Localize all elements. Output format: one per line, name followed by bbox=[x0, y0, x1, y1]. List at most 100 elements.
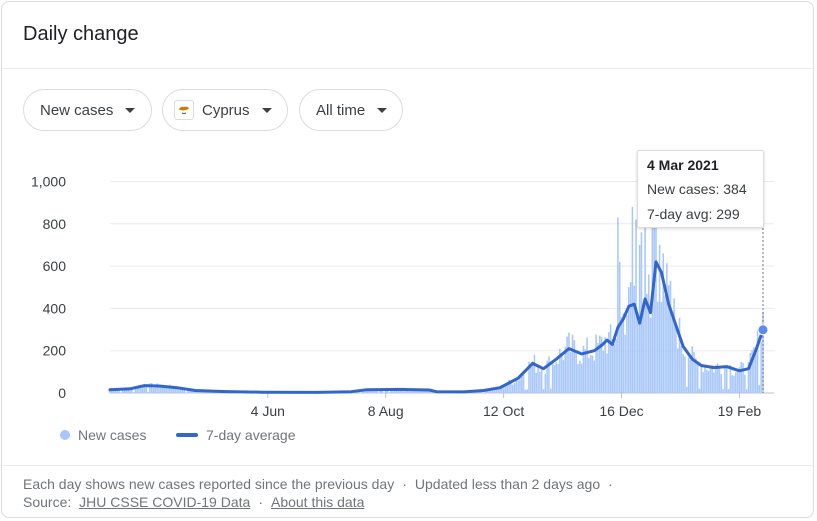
new-cases-bar bbox=[680, 345, 683, 393]
new-cases-bar bbox=[394, 389, 396, 393]
new-cases-bar bbox=[116, 389, 119, 393]
new-cases-bar bbox=[535, 372, 538, 393]
new-cases-bar bbox=[731, 375, 733, 393]
new-cases-bar bbox=[709, 365, 712, 393]
y-tick-label: 800 bbox=[43, 216, 67, 232]
new-cases-bar bbox=[588, 357, 590, 393]
x-tick-label: 4 Jun bbox=[251, 403, 285, 419]
new-cases-bar bbox=[586, 337, 588, 393]
new-cases-bar bbox=[756, 329, 759, 393]
footer-separator: · bbox=[608, 476, 613, 492]
new-cases-bar bbox=[626, 315, 628, 393]
new-cases-bar bbox=[172, 388, 175, 393]
new-cases-bar bbox=[366, 390, 369, 393]
y-tick-label: 600 bbox=[43, 258, 67, 274]
new-cases-bar bbox=[553, 365, 556, 393]
new-cases-bar bbox=[577, 363, 579, 393]
x-tick-label: 16 Dec bbox=[599, 403, 643, 419]
source-link[interactable]: JHU CSSE COVID-19 Data bbox=[79, 494, 251, 510]
line-swatch bbox=[176, 433, 198, 437]
new-cases-bar bbox=[702, 372, 704, 393]
new-cases-bar bbox=[642, 303, 645, 393]
new-cases-bar bbox=[537, 367, 539, 393]
new-cases-bar bbox=[675, 326, 677, 393]
new-cases-bar bbox=[667, 285, 670, 393]
new-cases-bar bbox=[131, 387, 133, 393]
new-cases-bar bbox=[740, 361, 742, 393]
new-cases-bar bbox=[691, 346, 694, 393]
new-cases-bar bbox=[753, 347, 755, 393]
new-cases-bar bbox=[758, 385, 761, 393]
new-cases-bar bbox=[138, 385, 140, 393]
new-cases-bar bbox=[501, 385, 503, 393]
new-cases-bar bbox=[707, 371, 710, 393]
new-cases-bar bbox=[152, 387, 155, 393]
location-dropdown-label: Cyprus bbox=[202, 101, 250, 119]
new-cases-bar bbox=[377, 392, 380, 393]
new-cases-bar bbox=[609, 324, 612, 393]
new-cases-bar bbox=[109, 389, 111, 393]
new-cases-bar bbox=[125, 389, 128, 393]
new-cases-bar bbox=[134, 387, 137, 393]
new-cases-bar bbox=[562, 360, 565, 393]
chevron-down-icon bbox=[377, 107, 388, 113]
new-cases-bar bbox=[401, 389, 403, 393]
new-cases-bar bbox=[515, 378, 518, 393]
new-cases-bar bbox=[751, 350, 753, 393]
new-cases-bar bbox=[664, 295, 666, 393]
new-cases-bar bbox=[653, 223, 655, 393]
new-cases-bar bbox=[504, 385, 507, 393]
new-cases-bar bbox=[742, 362, 744, 393]
highlight-point bbox=[757, 324, 769, 336]
new-cases-bar bbox=[178, 389, 180, 393]
new-cases-bar bbox=[580, 363, 583, 393]
new-cases-bar bbox=[693, 351, 695, 393]
new-cases-bar bbox=[150, 383, 153, 393]
new-cases-bar bbox=[384, 390, 387, 393]
new-cases-bar bbox=[736, 370, 739, 393]
header-divider bbox=[2, 68, 813, 69]
location-dropdown[interactable]: Cyprus bbox=[162, 89, 288, 131]
new-cases-bar bbox=[383, 392, 385, 393]
x-tick-label: 8 Aug bbox=[368, 403, 404, 419]
new-cases-bar bbox=[713, 372, 715, 393]
new-cases-bar bbox=[700, 365, 703, 393]
new-cases-bar bbox=[613, 344, 616, 393]
new-cases-bar bbox=[149, 383, 151, 393]
new-cases-bar bbox=[421, 389, 423, 393]
new-cases-bar bbox=[181, 388, 184, 393]
new-cases-bar bbox=[682, 354, 684, 393]
range-dropdown[interactable]: All time bbox=[299, 89, 403, 131]
new-cases-bar bbox=[161, 385, 164, 393]
new-cases-bar bbox=[745, 389, 748, 393]
new-cases-bar bbox=[145, 387, 148, 393]
new-cases-bar bbox=[491, 388, 494, 393]
new-cases-bar bbox=[403, 390, 405, 393]
metric-dropdown[interactable]: New cases bbox=[23, 89, 152, 131]
new-cases-bar bbox=[386, 389, 389, 393]
new-cases-bar bbox=[163, 385, 166, 393]
new-cases-bar bbox=[495, 386, 498, 393]
new-cases-bar bbox=[738, 367, 741, 393]
new-cases-bar bbox=[112, 390, 115, 393]
new-cases-bar bbox=[560, 353, 563, 393]
new-cases-bar bbox=[493, 389, 496, 393]
new-cases-bar bbox=[513, 383, 516, 393]
new-cases-bar bbox=[658, 244, 661, 393]
new-cases-bar bbox=[666, 263, 668, 393]
new-cases-bar bbox=[508, 379, 510, 393]
new-cases-bar bbox=[520, 373, 523, 393]
about-data-link[interactable]: About this data bbox=[270, 494, 365, 510]
legend-seven-day-average: 7-day average bbox=[176, 427, 296, 443]
new-cases-bar bbox=[624, 334, 626, 393]
new-cases-bar bbox=[167, 388, 169, 393]
new-cases-bar bbox=[486, 390, 489, 393]
new-cases-bar bbox=[615, 338, 617, 393]
new-cases-bar bbox=[540, 369, 543, 393]
new-cases-bar bbox=[725, 366, 728, 393]
new-cases-bar bbox=[539, 371, 541, 393]
chevron-down-icon bbox=[261, 107, 272, 113]
daily-change-chart[interactable]: 0 200 400 600 800 1,000 4 Jun 8 Aug 12 Oct 16 Dec… bbox=[2, 2, 814, 462]
new-cases-bar bbox=[600, 336, 603, 393]
new-cases-bar bbox=[519, 377, 521, 393]
